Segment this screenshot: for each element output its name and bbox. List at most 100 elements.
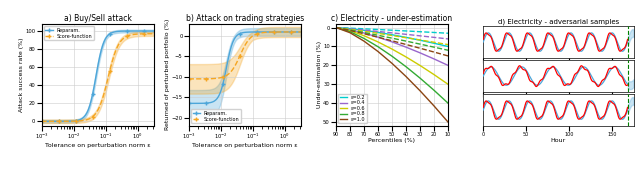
Reparam. <box>110 31 118 33</box>
ε=0.8 <box>388 55 396 57</box>
ε=0.2 <box>360 29 368 31</box>
Score-function <box>38 120 45 122</box>
ε=0.2 <box>402 36 410 38</box>
ε=1.0 <box>444 121 452 123</box>
ε=0.4 <box>360 32 368 34</box>
Score-function <box>150 33 157 35</box>
Reparam. <box>235 33 243 35</box>
Y-axis label: Under-estimation (%): Under-estimation (%) <box>317 41 322 108</box>
Y-axis label: Attack success rate (%): Attack success rate (%) <box>19 38 24 112</box>
Legend: Reparam., Score-function: Reparam., Score-function <box>44 26 93 40</box>
X-axis label: Percentiles (%): Percentiles (%) <box>369 138 415 143</box>
ε=0.2 <box>416 39 424 41</box>
Line: Reparam.: Reparam. <box>39 29 156 124</box>
Reparam. <box>137 30 145 32</box>
ε=0.6 <box>416 64 424 66</box>
Reparam. <box>252 31 259 33</box>
Reparam. <box>253 31 260 33</box>
Score-function <box>297 31 305 33</box>
Reparam. <box>257 31 265 33</box>
ε=0.2 <box>346 28 354 30</box>
ε=0.8 <box>416 77 424 79</box>
ε=1.0 <box>360 40 368 42</box>
Score-function <box>185 78 193 80</box>
ε=0.6 <box>430 74 438 76</box>
Score-function <box>88 117 95 119</box>
Legend: ε=0.2, ε=0.4, ε=0.6, ε=0.8, ε=1.0: ε=0.2, ε=0.4, ε=0.6, ε=0.8, ε=1.0 <box>339 94 367 123</box>
ε=0.4 <box>402 46 410 48</box>
ε=0.2 <box>388 34 396 36</box>
X-axis label: Tolerance on perturbation norm ε: Tolerance on perturbation norm ε <box>45 143 150 148</box>
Title: b) Attack on trading strategies: b) Attack on trading strategies <box>186 14 304 23</box>
Score-function <box>104 76 112 78</box>
ε=0.6 <box>402 56 410 58</box>
Line: ε=0.6: ε=0.6 <box>336 28 448 84</box>
Y-axis label: Returned of perturbed portfolio (%): Returned of perturbed portfolio (%) <box>165 19 170 131</box>
Reparam. <box>150 30 157 32</box>
Score-function <box>252 33 259 36</box>
Score-function <box>257 32 265 34</box>
ε=0.6 <box>444 83 452 85</box>
ε=0.4 <box>374 36 382 38</box>
ε=0.6 <box>360 35 368 37</box>
ε=0.2 <box>430 42 438 44</box>
Reparam. <box>185 102 193 104</box>
Reparam. <box>104 34 112 36</box>
ε=0.8 <box>346 31 354 33</box>
ε=1.0 <box>402 75 410 78</box>
ε=0.4 <box>430 58 438 60</box>
Score-function <box>137 33 145 35</box>
Title: c) Electricity - under-estimation: c) Electricity - under-estimation <box>332 14 452 23</box>
ε=0.4 <box>332 27 340 29</box>
ε=0.6 <box>346 30 354 32</box>
Score-function <box>235 58 243 60</box>
Line: ε=0.2: ε=0.2 <box>336 28 448 46</box>
Reparam. <box>115 30 122 32</box>
Reparam. <box>38 120 45 122</box>
ε=0.4 <box>444 64 452 66</box>
Legend: Reparam., Score-function: Reparam., Score-function <box>191 109 241 123</box>
X-axis label: Tolerance on perturbation norm ε: Tolerance on perturbation norm ε <box>192 143 298 148</box>
ε=0.8 <box>402 66 410 68</box>
Score-function <box>115 44 122 46</box>
Reparam. <box>88 99 95 101</box>
ε=0.4 <box>388 41 396 43</box>
Line: ε=0.8: ε=0.8 <box>336 28 448 103</box>
Score-function <box>262 31 269 33</box>
Score-function <box>253 33 260 35</box>
ε=0.2 <box>444 45 452 47</box>
ε=1.0 <box>430 105 438 107</box>
Line: ε=1.0: ε=1.0 <box>336 28 448 122</box>
Title: a) Buy/Sell attack: a) Buy/Sell attack <box>63 14 132 23</box>
Score-function <box>106 70 113 72</box>
Score-function <box>110 55 118 57</box>
ε=0.8 <box>332 27 340 29</box>
ε=1.0 <box>388 62 396 64</box>
ε=1.0 <box>346 32 354 34</box>
ε=1.0 <box>416 90 424 92</box>
Line: ε=0.4: ε=0.4 <box>336 28 448 65</box>
Reparam. <box>262 31 269 33</box>
Reparam. <box>297 31 305 33</box>
ε=0.6 <box>388 48 396 50</box>
Reparam. <box>106 33 113 35</box>
ε=0.6 <box>332 27 340 29</box>
ε=1.0 <box>374 50 382 53</box>
ε=0.8 <box>374 46 382 48</box>
Text: d) Electricity - adversarial samples: d) Electricity - adversarial samples <box>498 19 619 26</box>
ε=0.4 <box>346 29 354 31</box>
X-axis label: Hour: Hour <box>551 138 566 143</box>
Reparam. <box>284 31 292 33</box>
ε=0.4 <box>416 52 424 54</box>
Line: Score-function: Score-function <box>39 31 156 124</box>
ε=0.8 <box>360 37 368 39</box>
ε=0.2 <box>374 31 382 33</box>
Score-function <box>284 31 292 33</box>
ε=0.2 <box>332 27 340 29</box>
Line: Reparam.: Reparam. <box>186 30 303 106</box>
ε=0.8 <box>430 89 438 91</box>
ε=0.8 <box>444 102 452 104</box>
Line: Score-function: Score-function <box>186 30 303 81</box>
ε=0.6 <box>374 41 382 43</box>
ε=1.0 <box>332 27 340 29</box>
